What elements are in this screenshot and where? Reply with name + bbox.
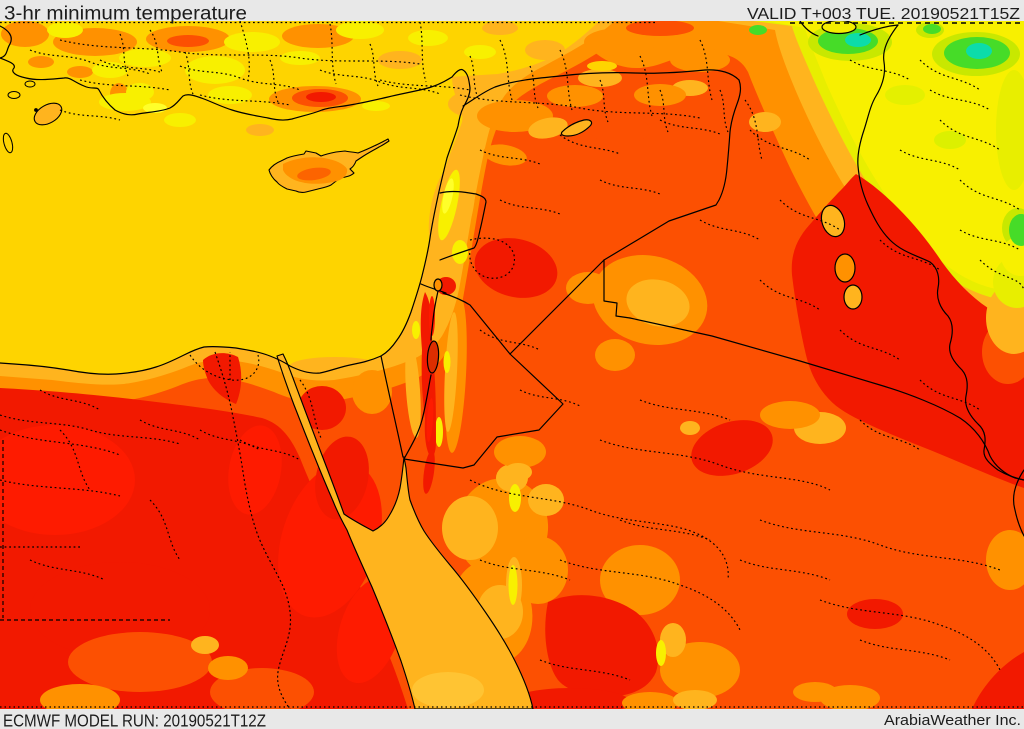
svg-text:ECMWF MODEL RUN: 20190521T12Z: ECMWF MODEL RUN: 20190521T12Z [3,710,266,729]
svg-text:VALID T+003 TUE. 20190521T15Z: VALID T+003 TUE. 20190521T15Z [747,6,1020,23]
svg-text:ArabiaWeather Inc.: ArabiaWeather Inc. [884,713,1021,729]
svg-text:3-hr minimum temperature: 3-hr minimum temperature [4,4,247,25]
